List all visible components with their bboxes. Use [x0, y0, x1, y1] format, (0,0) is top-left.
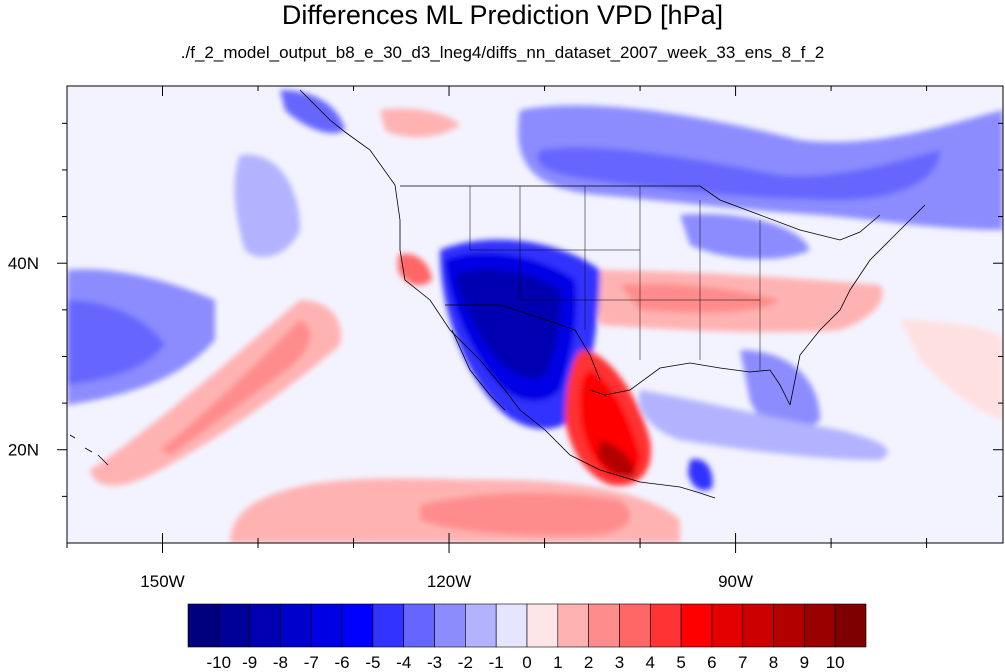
canada-negative-region — [518, 105, 1003, 230]
lon-tick-label: 150W — [140, 572, 184, 591]
colorbar-swatch — [711, 603, 744, 648]
tropical-positive-core — [420, 493, 631, 537]
colorbar-swatch — [434, 603, 466, 648]
us-mexico-border — [445, 304, 601, 381]
colorbar-swatch — [649, 603, 682, 648]
colorbar-label: 3 — [615, 653, 624, 672]
colorbar-label: -1 — [489, 653, 504, 672]
canada-us-border — [400, 185, 881, 241]
colorbar-label: 1 — [553, 653, 562, 672]
gulf-coastline — [589, 362, 791, 406]
colorbar: -10 -9 -8 -7 -6 -5 -4 -3 -2 -1 0 1 2 3 4 5 6 7 8 9 10 — [187, 603, 867, 672]
hawaii-islands — [69, 434, 109, 466]
colorbar-swatch — [280, 603, 312, 648]
colorbar-swatch — [249, 603, 281, 648]
map-title: Differences ML Prediction VPD [hPa] — [281, 0, 724, 30]
colorbar-label: -2 — [458, 653, 473, 672]
colorbar-label: -8 — [273, 653, 288, 672]
colorbar-label: 8 — [769, 653, 778, 672]
colorbar-label: 10 — [826, 653, 845, 672]
latitude-ticks: 40N 20N — [8, 122, 1003, 497]
map-subtitle: ./f_2_model_output_b8_e_30_d3_lneg4/diff… — [180, 43, 825, 62]
canada-negative-core — [537, 147, 940, 200]
colorbar-label: 4 — [646, 653, 655, 672]
colorbar-label: 7 — [738, 653, 747, 672]
colorbar-swatch — [742, 603, 774, 648]
colorbar-label: -7 — [304, 653, 319, 672]
colorbar-label: -10 — [207, 653, 232, 672]
colorbar-swatch — [680, 603, 713, 648]
great-lakes-negative — [680, 214, 810, 260]
colorbar-label: 2 — [584, 653, 593, 672]
california-positive — [398, 253, 432, 286]
atlantic-positive — [900, 320, 1003, 420]
colorbar-label: 0 — [522, 653, 531, 672]
colorbar-swatch — [341, 603, 374, 648]
colorbar-swatch — [588, 603, 620, 648]
colorbar-swatch — [465, 603, 497, 648]
pacific-positive-core — [160, 320, 311, 455]
mexico-positive-core — [580, 370, 640, 477]
colorbar-swatch — [557, 603, 589, 648]
southwest-negative-core — [455, 269, 561, 379]
lat-tick-label: 20N — [8, 441, 39, 460]
colorbar-label: 9 — [800, 653, 809, 672]
lon-tick-label: 120W — [427, 572, 471, 591]
colorbar-label: -5 — [365, 653, 380, 672]
pacific-negative-core — [67, 300, 165, 385]
atlantic-coastline — [789, 204, 926, 406]
colorbar-label: -4 — [396, 653, 411, 672]
colorbar-swatch — [834, 603, 867, 648]
colorbar-label: -3 — [427, 653, 442, 672]
colorbar-swatch — [218, 603, 250, 648]
coastlines — [69, 89, 926, 499]
nw-canada-positive — [380, 108, 460, 137]
colorbar-swatch — [773, 603, 805, 648]
southeast-negative — [740, 350, 820, 431]
colorbar-swatch — [187, 603, 220, 648]
lat-tick-label: 40N — [8, 254, 39, 273]
colorbar-swatch — [372, 603, 405, 648]
alaska-negative-region — [280, 90, 345, 134]
central-america-negative — [688, 459, 713, 491]
colorbar-swatch — [310, 603, 343, 648]
pacific-coastline — [299, 89, 716, 499]
colorbar-swatch — [804, 603, 836, 648]
colorbar-label: 5 — [676, 653, 685, 672]
colorbar-swatch — [495, 603, 528, 648]
interior-borders — [469, 186, 761, 370]
colorbar-label: -6 — [335, 653, 350, 672]
colorbar-label: 6 — [707, 653, 716, 672]
pacific-north-negative — [234, 154, 300, 258]
colorbar-swatch — [403, 603, 435, 648]
gulf-negative — [639, 390, 888, 460]
plot-frame — [66, 85, 1004, 544]
colorbar-swatch — [526, 603, 559, 648]
baja-california — [451, 329, 506, 411]
mexico-positive-peak — [598, 440, 635, 477]
vpd-difference-field — [67, 86, 1003, 543]
lon-tick-label: 90W — [718, 572, 753, 591]
longitude-ticks: 150W 120W 90W — [66, 86, 928, 591]
colorbar-swatch — [619, 603, 651, 648]
colorbar-label: -9 — [242, 653, 257, 672]
